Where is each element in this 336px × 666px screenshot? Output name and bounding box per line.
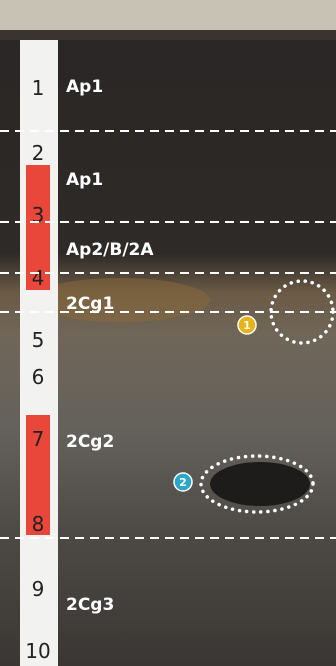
ruler-number: 5 [32, 328, 45, 352]
horizon-label: Ap2/B/2A [66, 240, 154, 260]
ruler-number: 2 [32, 141, 45, 165]
horizon-label: 2Cg2 [66, 432, 114, 452]
ruler-number: 1 [32, 76, 45, 100]
horizon-label: 2Cg3 [66, 595, 114, 615]
ruler-number: 6 [32, 365, 45, 389]
soil-profile: 1 2 3 4 5 6 7 8 9 10 Ap1 Ap1 Ap2/B/2A 2C… [0, 0, 336, 666]
marker-number: 2 [179, 476, 187, 489]
ruler-number: 9 [32, 577, 45, 601]
ruler-number: 8 [32, 512, 45, 536]
marker-number: 1 [243, 319, 251, 332]
ruler-number: 10 [25, 639, 50, 663]
horizon-label: Ap1 [66, 170, 103, 190]
horizon-label: 2Cg1 [66, 294, 114, 314]
horizon-label: Ap1 [66, 77, 103, 97]
ruler: 1 2 3 4 5 6 7 8 9 10 [20, 40, 58, 666]
ruler-number: 7 [32, 427, 45, 451]
ruler-number: 4 [32, 266, 45, 290]
ruler-number: 3 [32, 203, 45, 227]
